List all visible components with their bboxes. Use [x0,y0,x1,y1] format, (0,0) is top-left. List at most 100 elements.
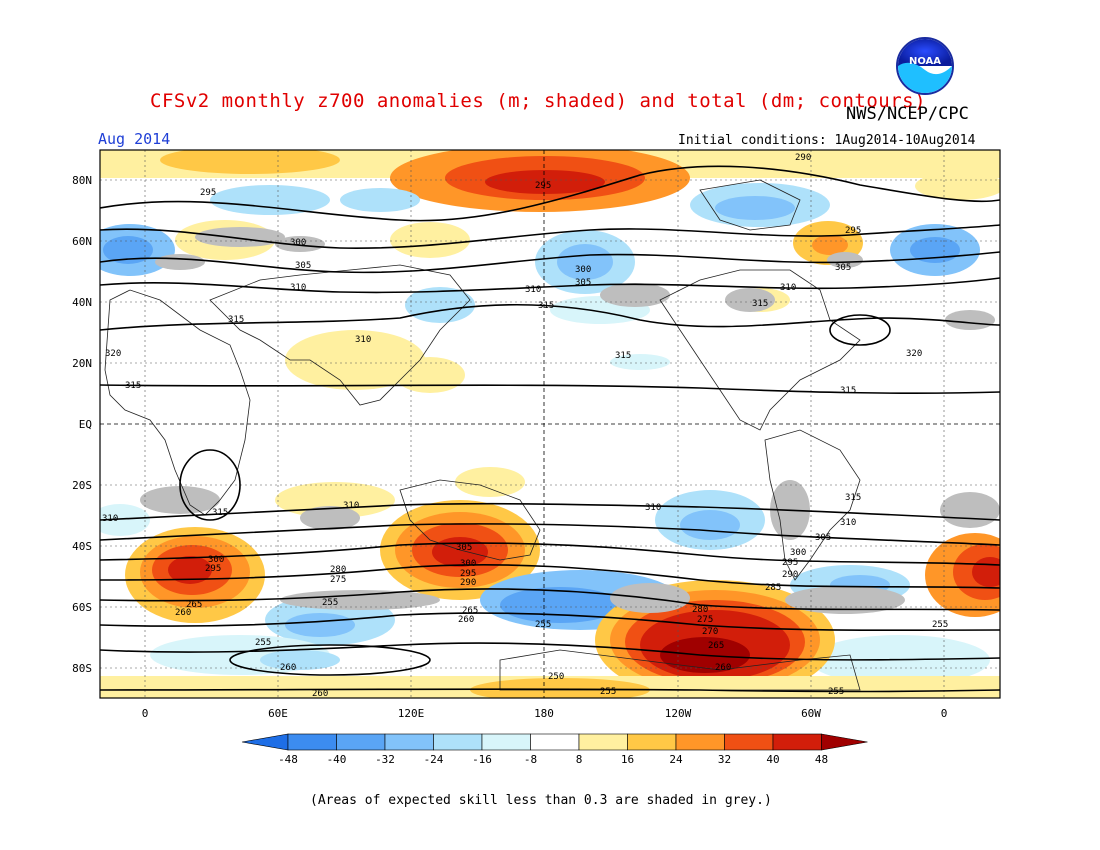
reference-lines [100,150,1000,698]
contour-label: 260 [312,689,328,699]
contour-label: 255 [255,638,271,648]
contour-label: 310 [780,283,796,293]
forecast-month: Aug 2014 [98,130,171,148]
colorbar-high-arrow [821,733,868,751]
lon-label: 120W [665,707,692,720]
contour-label: 260 [458,615,474,625]
contour-label: 290 [460,578,476,588]
contour-label: 255 [932,620,948,630]
south-america-outline [764,429,861,581]
lon-label: 0 [941,707,948,720]
contour-label: 295 [205,564,221,574]
contour-label: 320 [906,349,922,359]
contour-label: 280 [692,605,708,615]
contour-label: 275 [697,615,713,625]
contour-label: 310 [645,503,661,513]
contour-label: 310 [840,518,856,528]
africa-europe-outline [104,289,251,516]
lat-label: 20N [72,357,92,370]
contour-label: 310 [343,501,359,511]
lon-label: 120E [398,707,425,720]
asia-outline [209,264,471,406]
grid-lines [100,150,1000,698]
contour-label: 255 [535,620,551,630]
lat-label: 80S [72,662,92,675]
colorbar-swatch [384,733,434,751]
colorbar-swatch [433,733,483,751]
contour-label: 255 [600,687,616,697]
contour-label: 315 [845,493,861,503]
contour-label: 275 [330,575,346,585]
contour-label: 260 [280,663,296,673]
colorbar-swatch [724,733,774,751]
australia-outline [399,479,541,561]
contour-labels: 295 295 290 300 300 295 305 305 305 310 … [102,153,948,699]
contour-label: 255 [322,598,338,608]
contour-label: 280 [330,565,346,575]
contour-label: 310 [525,285,541,295]
contour-label: 265 [186,600,202,610]
contour-label: 300 [575,265,591,275]
contour-label: 315 [615,351,631,361]
contour-label: 260 [715,663,731,673]
latitude-labels: 80N 60N 40N 20N EQ 20S 40S 60S 80S [72,174,92,675]
contour-label: 315 [840,386,856,396]
contour-label: 305 [456,543,472,553]
logo-text: NOAA [909,56,941,67]
colorbar-swatch [675,733,725,751]
colorbar-tick-label: -8 [524,753,537,766]
map-title: CFSv2 monthly z700 anomalies (m; shaded)… [150,90,927,112]
contour-label: 295 [460,569,476,579]
contour-label: 315 [212,508,228,518]
colorbar-swatch [336,733,386,751]
colorbar [241,733,868,751]
initial-conditions: Initial conditions: 1Aug2014-10Aug2014 [678,133,976,148]
lon-label: 180 [534,707,554,720]
north-america-outline [659,269,861,431]
contour-label: 265 [708,641,724,651]
colorbar-tick-label: -24 [424,753,444,766]
colorbar-tick-label: -16 [472,753,492,766]
lat-label: 20S [72,479,92,492]
contour-label: 260 [175,608,191,618]
colorbar-tick-label: 32 [718,753,731,766]
colorbar-low-arrow [241,733,289,751]
lat-label: 40N [72,296,92,309]
colorbar-ticks: -48 -40 -32 -24 -16 -8 8 16 24 32 40 48 [278,753,828,766]
contour-label: 315 [125,381,141,391]
colorbar-swatch [578,733,628,751]
contour-label: 295 [200,188,216,198]
lat-label: 60N [72,235,92,248]
lat-label: 80N [72,174,92,187]
contour-label: 250 [548,672,564,682]
contour-label: 295 [535,181,551,191]
lat-label: 40S [72,540,92,553]
lon-label: 0 [142,707,149,720]
colorbar-tick-label: -48 [278,753,298,766]
colorbar-tick-label: 48 [815,753,828,766]
contour-label: 290 [795,153,811,163]
colorbar-swatch [627,733,677,751]
contour-label: 305 [295,261,311,271]
colorbar-tick-label: 16 [621,753,634,766]
height-contours [100,165,1000,693]
agency-label: NWS/NCEP/CPC [846,104,969,124]
anomaly-shading [100,150,1000,698]
lon-label: 60E [268,707,288,720]
contour-label: 315 [538,301,554,311]
contour-label: 305 [575,278,591,288]
contour-label: 300 [290,238,306,248]
contour-label: 270 [702,627,718,637]
longitude-labels: 0 60E 120E 180 120W 60W 0 [142,707,948,720]
colorbar-swatch [287,733,337,751]
contour-label: 305 [815,533,831,543]
contour-label: 320 [105,349,121,359]
colorbar-tick-label: 40 [766,753,779,766]
contour-label: 310 [290,283,306,293]
contour-label: 305 [835,263,851,273]
colorbar-tick-label: 8 [576,753,583,766]
noaa-logo: NOAA [896,37,954,95]
contour-label: 255 [828,687,844,697]
colorbar-swatch [772,733,822,751]
